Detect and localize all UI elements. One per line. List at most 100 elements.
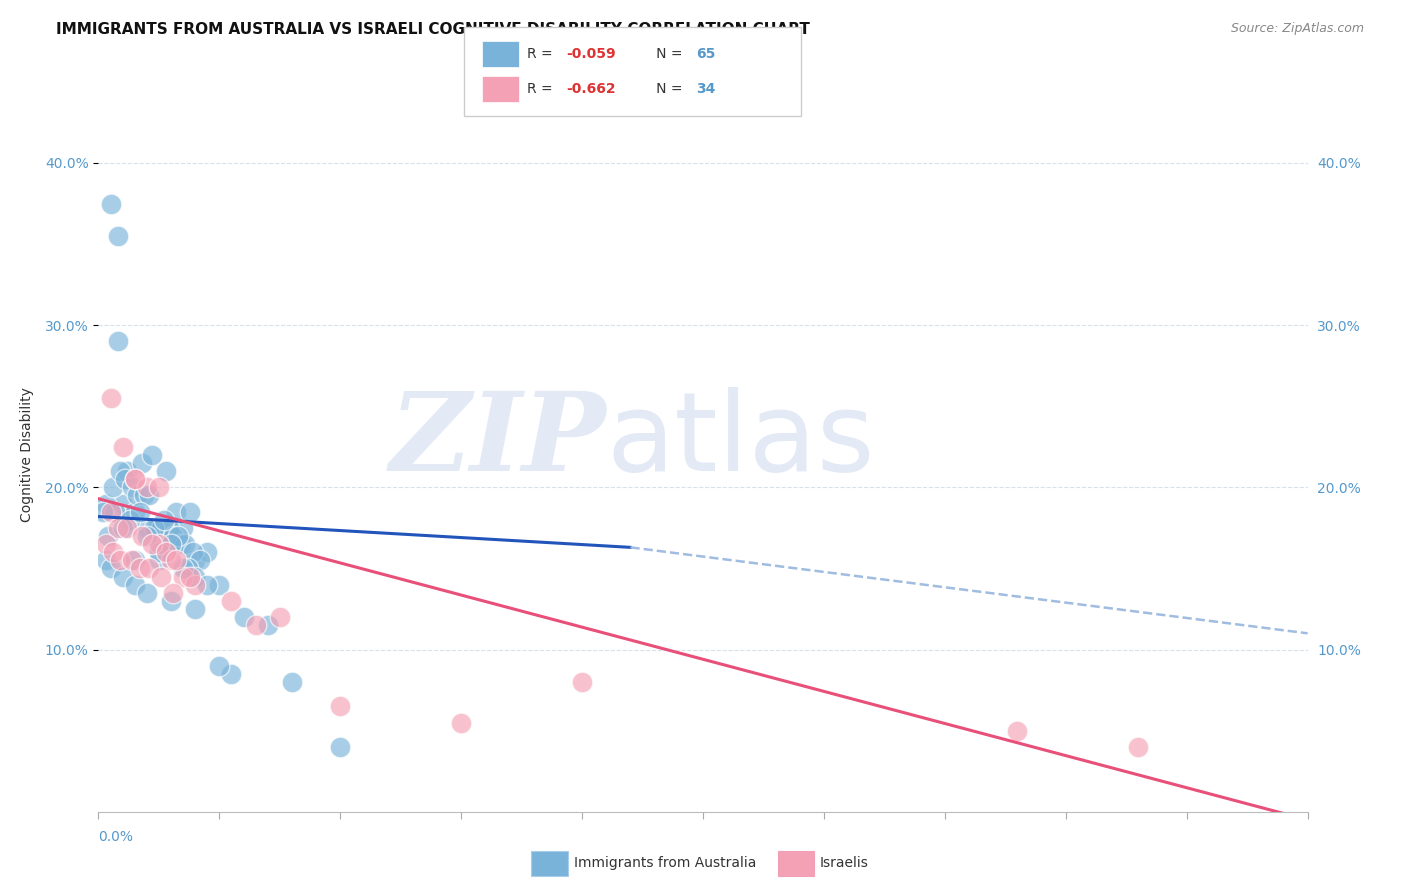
Point [121,480,143,494]
Point [131,456,153,470]
Point [101,545,124,559]
Point [221,666,243,681]
Text: -0.662: -0.662 [567,82,616,96]
Point [138,561,160,575]
Text: N =: N = [643,46,686,61]
Text: -0.059: -0.059 [567,46,616,61]
Point [150,521,173,535]
Point [100,391,122,405]
Point [111,440,134,454]
Point [174,537,197,551]
Point [148,537,170,551]
Point [571,675,593,690]
Text: R =: R = [527,46,557,61]
Point [450,715,472,730]
Point [1128,739,1150,754]
Text: 65: 65 [696,46,716,61]
Point [165,553,187,567]
Point [94,553,117,567]
Text: IMMIGRANTS FROM AUSTRALIA VS ISRAELI COGNITIVE DISABILITY CORRELATION CHART: IMMIGRANTS FROM AUSTRALIA VS ISRAELI COG… [56,22,810,37]
Point [208,658,231,673]
Point [101,480,124,494]
Point [100,561,122,575]
Point [245,618,267,632]
Point [155,545,177,559]
Point [117,521,139,535]
Text: 0.0%: 0.0% [98,830,134,844]
Point [148,529,170,543]
Point [184,602,207,616]
Point [177,561,200,575]
Point [195,577,218,591]
Point [141,537,163,551]
Point [138,488,160,502]
Point [160,553,183,567]
Point [329,739,352,754]
Point [152,513,174,527]
Point [131,529,153,543]
Point [128,561,150,575]
Point [111,497,134,511]
Point [184,569,207,583]
Point [135,521,157,535]
Point [188,553,211,567]
Point [148,553,170,567]
Point [127,488,149,502]
Point [160,537,183,551]
Y-axis label: Cognitive Disability: Cognitive Disability [20,387,34,523]
Point [135,529,157,543]
Point [1007,723,1029,738]
Point [169,537,191,551]
Point [124,553,146,567]
Point [165,505,187,519]
Point [148,545,170,559]
Text: Immigrants from Australia: Immigrants from Australia [574,856,756,871]
Point [107,521,129,535]
Point [160,594,183,608]
Point [281,675,304,690]
Point [124,505,146,519]
Point [172,561,194,575]
Point [114,472,136,486]
Point [184,577,207,591]
Point [141,448,163,462]
Point [155,464,177,478]
Point [143,521,166,535]
Point [179,569,201,583]
Point [181,545,204,559]
Point [269,610,291,624]
Point [208,577,231,591]
Point [167,529,190,543]
Point [94,537,117,551]
Text: R =: R = [527,82,557,96]
Point [148,480,170,494]
Point [108,464,131,478]
Point [121,553,143,567]
Point [128,505,150,519]
Point [179,505,201,519]
Text: Israelis: Israelis [820,856,869,871]
Point [157,521,180,535]
Text: atlas: atlas [606,387,875,494]
Point [135,480,157,494]
Point [134,488,156,502]
Point [160,537,183,551]
Point [107,334,129,349]
Point [111,569,134,583]
Point [135,586,157,600]
Point [100,505,122,519]
Point [184,553,207,567]
Point [162,529,184,543]
Point [172,521,194,535]
Point [100,196,122,211]
Point [97,529,120,543]
Point [150,569,173,583]
Text: 34: 34 [696,82,716,96]
Point [117,464,139,478]
Point [118,513,141,527]
Point [124,472,146,486]
Point [232,610,254,624]
Text: ZIP: ZIP [389,387,606,494]
Text: Source: ZipAtlas.com: Source: ZipAtlas.com [1230,22,1364,36]
Point [124,577,146,591]
